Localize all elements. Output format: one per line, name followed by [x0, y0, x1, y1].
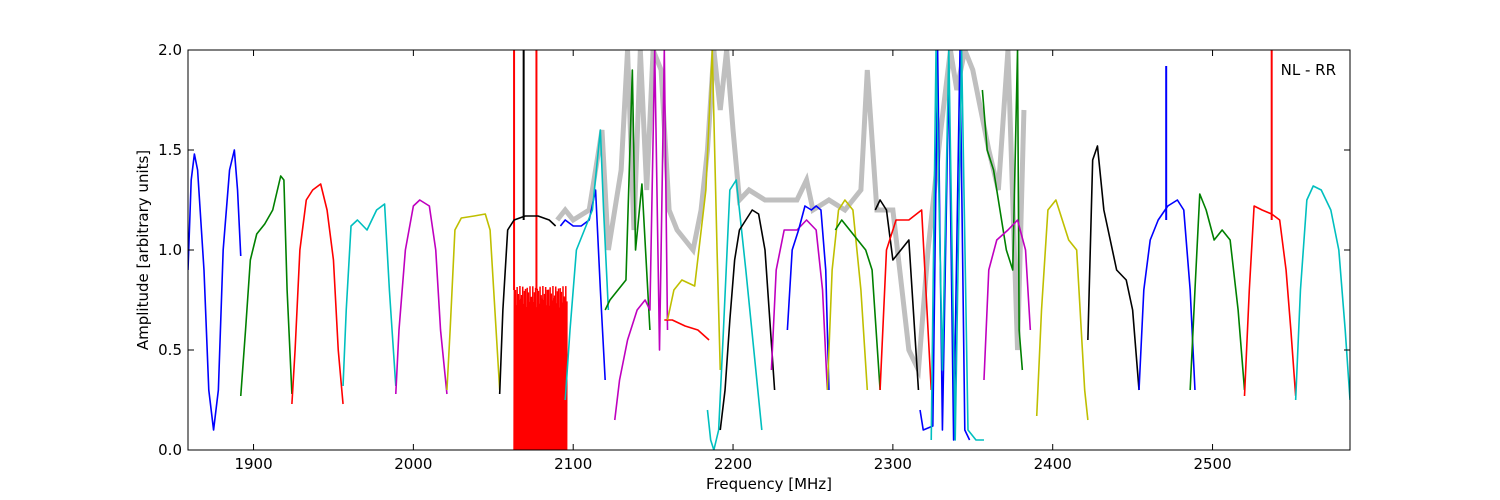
- series-band-18: [826, 199, 869, 391]
- series-band-30: [1243, 205, 1297, 397]
- series-band-23: [930, 50, 984, 441]
- series-band-17: [786, 205, 830, 391]
- plot-area: [188, 50, 1350, 450]
- series-band-12: [664, 319, 710, 341]
- series-band-14: [706, 179, 763, 450]
- series-band-6: [446, 213, 501, 391]
- series-band-8: [559, 189, 606, 381]
- series-band-20: [874, 199, 920, 391]
- series-band-3: [291, 183, 344, 405]
- annotation-label: NL - RR: [1281, 61, 1336, 79]
- series-band-15: [719, 209, 776, 431]
- x-tick-label: 2500: [1193, 455, 1231, 473]
- x-tick-label: 1900: [234, 455, 272, 473]
- series-band-1: [188, 149, 242, 431]
- x-tick-label: 2100: [554, 455, 592, 473]
- y-tick-label: 1.0: [158, 241, 182, 259]
- background-envelope: [555, 50, 1027, 380]
- y-axis-label: Amplitude [arbitrary units]: [134, 150, 152, 350]
- ticks: 1900 2000 2100 2200 2300 2400 2500 0.0 0.5 1.0 1.5…: [158, 41, 1350, 473]
- red-noise: [513, 286, 568, 450]
- series-band-21: [879, 209, 933, 391]
- series-band-28: [1138, 199, 1196, 391]
- series-band-25: [983, 219, 1032, 381]
- y-tick-label: 0.5: [158, 341, 182, 359]
- series-band-7: [498, 215, 557, 395]
- series-band-2: [239, 175, 293, 397]
- x-tick-label: 2000: [394, 455, 432, 473]
- series-band-19: [834, 219, 881, 391]
- series-band-24: [981, 50, 1024, 371]
- series-band-26: [1035, 199, 1089, 421]
- axes-frame: [187, 49, 1351, 451]
- series-band-29: [1189, 193, 1246, 391]
- series-group: [188, 50, 1350, 450]
- series-band-31: [1294, 185, 1350, 401]
- x-tick-label: 2400: [1034, 455, 1072, 473]
- series-band-13: [666, 50, 722, 371]
- series-band-5: [394, 199, 448, 395]
- series-band-11: [613, 50, 669, 421]
- x-axis-label: Frequency [MHz]: [706, 475, 832, 493]
- series-band-16: [770, 219, 829, 391]
- series-band-10: [604, 69, 651, 331]
- y-tick-label: 0.0: [158, 441, 182, 459]
- x-tick-label: 2300: [874, 455, 912, 473]
- series-band-27: [1087, 145, 1140, 391]
- series-band-9: [564, 129, 610, 401]
- y-tick-label: 2.0: [158, 41, 182, 59]
- series-band-4: [342, 203, 397, 387]
- y-tick-label: 1.5: [158, 141, 182, 159]
- x-tick-label: 2200: [714, 455, 752, 473]
